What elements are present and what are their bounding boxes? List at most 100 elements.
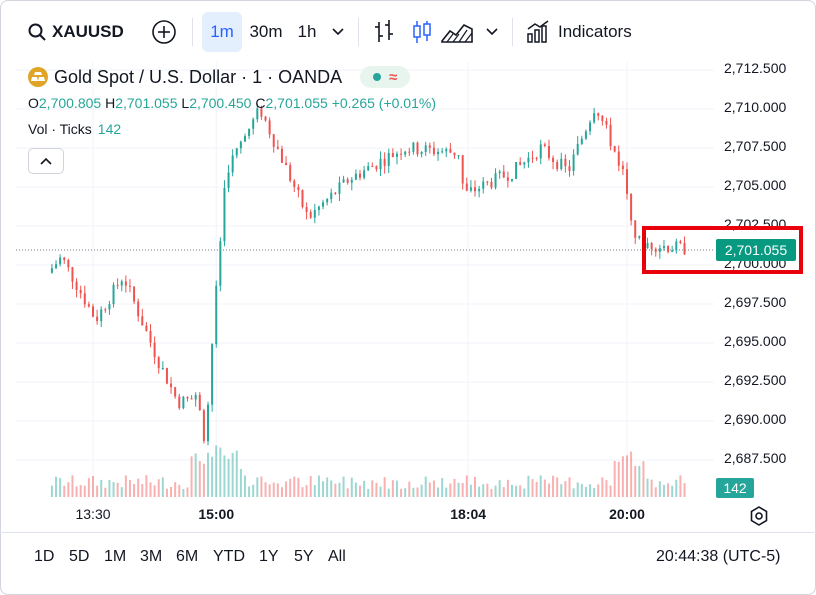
volume-bar bbox=[145, 475, 148, 497]
close-value: 2,701.055 bbox=[265, 95, 328, 111]
volume-bar bbox=[461, 482, 464, 497]
collapse-legend-button[interactable] bbox=[28, 148, 64, 174]
timeframe-1m-button[interactable]: 1m bbox=[202, 12, 242, 52]
candle-body bbox=[531, 157, 534, 159]
candle-body bbox=[617, 151, 620, 166]
volume-bar bbox=[83, 485, 86, 497]
candle-body bbox=[334, 192, 337, 194]
candle-body bbox=[194, 394, 197, 400]
candle-body bbox=[671, 250, 674, 253]
candle-body bbox=[178, 396, 181, 409]
volume-bar bbox=[502, 487, 505, 497]
toolbar-divider bbox=[358, 18, 359, 46]
candle-body bbox=[646, 242, 649, 249]
volume-bar bbox=[630, 451, 633, 497]
candle-body bbox=[124, 281, 127, 286]
volume-bar bbox=[486, 483, 489, 497]
candle-body bbox=[593, 113, 596, 123]
highlight-box bbox=[642, 226, 803, 274]
range-button-6m[interactable]: 6M bbox=[176, 548, 199, 565]
candle-body bbox=[560, 158, 563, 170]
volume-bar bbox=[87, 478, 90, 497]
candle-body bbox=[638, 236, 641, 238]
candle-body bbox=[71, 267, 74, 282]
candle-body bbox=[301, 190, 304, 207]
candle-body bbox=[453, 152, 456, 156]
candlesticks bbox=[50, 103, 686, 446]
compare-symbol-button[interactable] bbox=[148, 12, 180, 52]
volume-bar bbox=[289, 478, 292, 497]
candle-body bbox=[104, 309, 107, 311]
volume-bar bbox=[322, 481, 325, 497]
range-button-5y[interactable]: 5Y bbox=[294, 548, 314, 565]
volume-bar bbox=[141, 483, 144, 497]
time-tick-label: 15:00 bbox=[198, 506, 235, 522]
range-button-1d[interactable]: 1D bbox=[34, 548, 55, 565]
volume-bar bbox=[219, 447, 222, 497]
candle-body bbox=[239, 141, 242, 149]
candle-body bbox=[75, 281, 78, 290]
high-label: H bbox=[105, 95, 116, 111]
timeframe-30m-button[interactable]: 30m bbox=[249, 22, 283, 41]
candle-body bbox=[502, 171, 505, 178]
candle-body bbox=[658, 248, 661, 252]
candle-body bbox=[527, 157, 530, 163]
candle-body bbox=[621, 165, 624, 170]
candle-body bbox=[153, 342, 156, 358]
volume-bar bbox=[50, 485, 53, 497]
area-chart-type-button[interactable] bbox=[440, 12, 474, 52]
market-status-pill[interactable]: ≈ bbox=[360, 66, 411, 88]
volume-bar bbox=[609, 485, 612, 497]
volume-bar bbox=[215, 445, 218, 497]
candle-body bbox=[260, 108, 263, 117]
candles-chart-type-button[interactable] bbox=[408, 12, 436, 52]
volume-bar bbox=[256, 477, 259, 497]
timeframe-1h-button[interactable]: 1h bbox=[297, 22, 317, 41]
indicators-button[interactable]: Indicators bbox=[526, 12, 632, 52]
candle-body bbox=[198, 394, 201, 411]
volume-bar bbox=[478, 486, 481, 497]
volume-bar bbox=[297, 477, 300, 497]
volume-bar bbox=[400, 488, 403, 497]
candle-body bbox=[379, 158, 382, 170]
candle-body bbox=[363, 170, 366, 178]
candle-body bbox=[461, 155, 464, 184]
candle-body bbox=[317, 206, 320, 211]
range-button-1m[interactable]: 1M bbox=[104, 548, 127, 565]
candle-body bbox=[371, 166, 374, 168]
range-button-all[interactable]: All bbox=[328, 548, 346, 565]
volume-bar bbox=[104, 487, 107, 497]
timeframe-dropdown-button[interactable] bbox=[328, 12, 348, 52]
range-button-5d[interactable]: 5D bbox=[69, 548, 90, 565]
low-label: L bbox=[181, 95, 190, 111]
volume-bar bbox=[243, 475, 246, 497]
price-tick-label: 2,690.000 bbox=[724, 411, 787, 427]
volume-bar bbox=[379, 486, 382, 497]
candle-body bbox=[322, 202, 325, 207]
range-button-1y[interactable]: 1Y bbox=[259, 548, 279, 565]
volume-bar bbox=[617, 461, 620, 497]
chart-settings-button[interactable] bbox=[748, 505, 770, 527]
candle-body bbox=[630, 193, 633, 221]
volume-bar bbox=[654, 487, 657, 497]
volume-bar bbox=[552, 475, 555, 497]
range-button-ytd[interactable]: YTD bbox=[213, 548, 245, 565]
bar-chart-type-button[interactable] bbox=[370, 12, 398, 52]
chart-type-dropdown-button[interactable] bbox=[482, 12, 502, 52]
candle-body bbox=[605, 120, 608, 125]
volume-bar bbox=[276, 483, 279, 497]
volume-bar bbox=[75, 486, 78, 497]
volume-bar bbox=[330, 480, 333, 497]
volume-bar bbox=[667, 483, 670, 497]
candle-body bbox=[539, 144, 542, 159]
candle-body bbox=[165, 367, 168, 384]
clock[interactable]: 20:44:38 (UTC-5) bbox=[656, 548, 781, 565]
volume-bar bbox=[67, 482, 70, 497]
candle-body bbox=[547, 145, 550, 158]
range-button-3m[interactable]: 3M bbox=[140, 548, 163, 565]
candle-body bbox=[227, 172, 230, 188]
chevron-down-icon bbox=[332, 28, 344, 36]
candle-body bbox=[432, 147, 435, 155]
symbol-search[interactable]: XAUUSD bbox=[28, 12, 124, 52]
